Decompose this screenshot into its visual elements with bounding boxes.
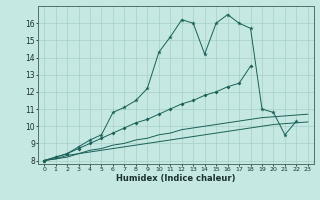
X-axis label: Humidex (Indice chaleur): Humidex (Indice chaleur) bbox=[116, 174, 236, 183]
